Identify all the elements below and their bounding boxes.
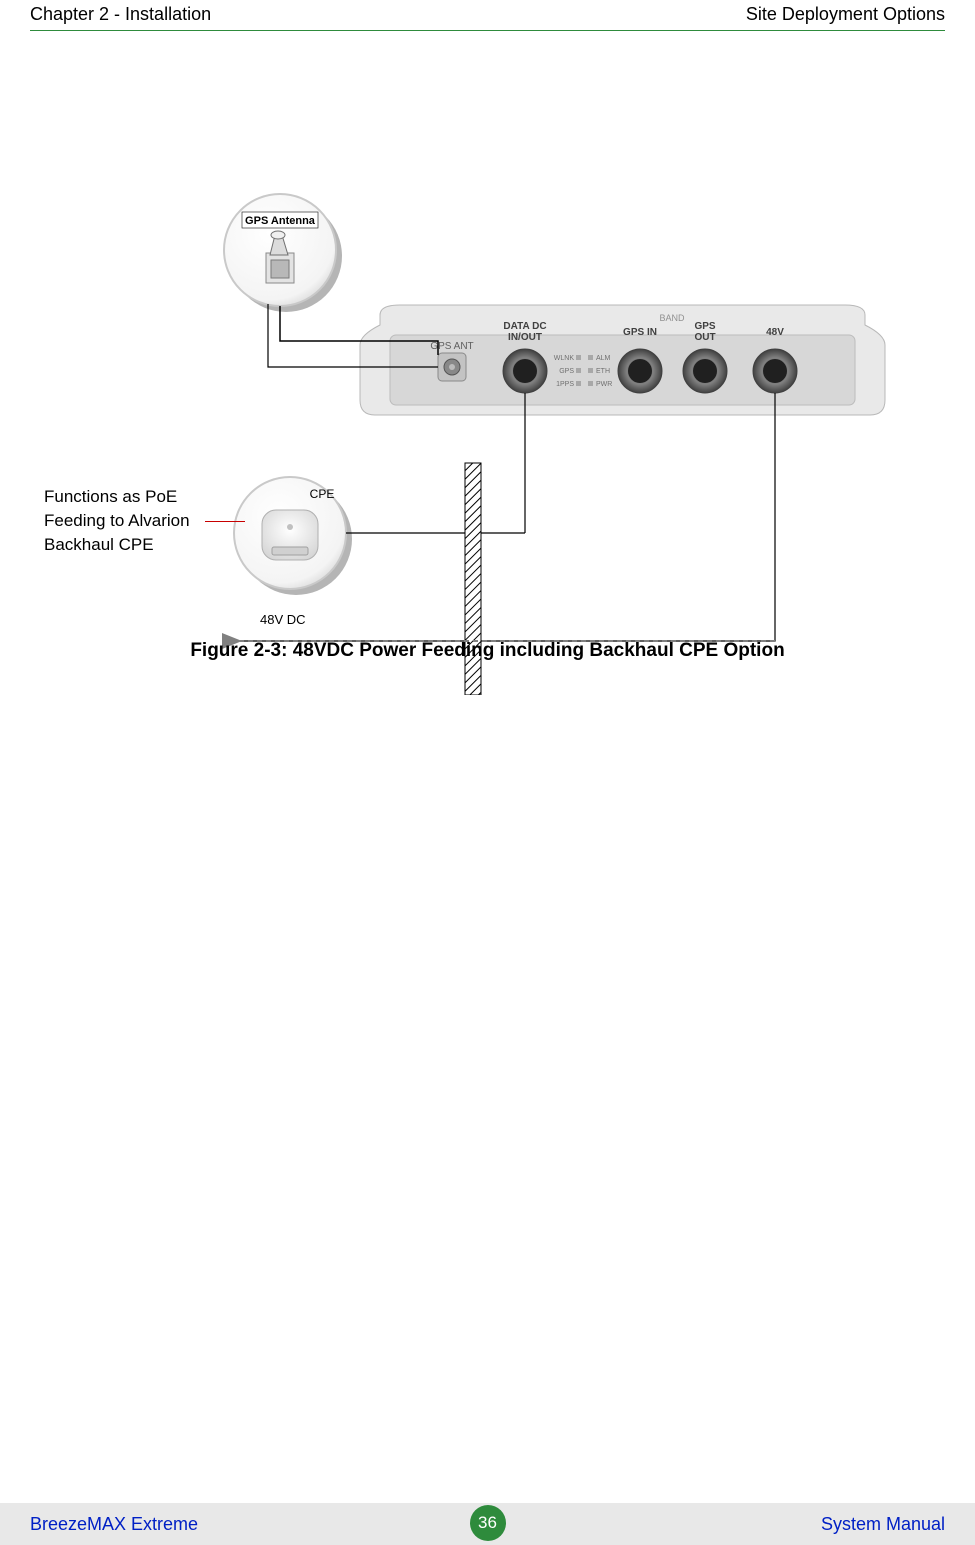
gps-antenna-label: GPS Antenna — [245, 215, 316, 227]
header-right: Site Deployment Options — [746, 4, 945, 25]
header-rule — [30, 30, 945, 31]
footer-right: System Manual — [821, 1514, 945, 1535]
led-wlnk: WLNK — [554, 355, 575, 362]
led-gps: GPS — [559, 368, 574, 375]
port-gps-in — [618, 349, 662, 393]
dc-label: 48V DC — [260, 612, 306, 627]
label-gps-in: GPS IN — [623, 327, 657, 338]
port-gps-ant — [438, 353, 466, 381]
label-band: BAND — [659, 313, 685, 323]
diagram-svg: GPS ANT DATA DC IN/OUT GPS IN BAND GPS O… — [0, 95, 975, 695]
port-gps-out — [683, 349, 727, 393]
cpe-label: CPE — [310, 487, 335, 501]
led-eth: ETH — [596, 368, 610, 375]
figure-area: GPS ANT DATA DC IN/OUT GPS IN BAND GPS O… — [0, 95, 975, 635]
label-gps-out-bot: OUT — [694, 332, 715, 343]
led-alm: ALM — [596, 355, 611, 362]
label-48v: 48V — [766, 327, 784, 338]
page-header: Chapter 2 - Installation Site Deployment… — [0, 0, 975, 25]
label-gps-out-top: GPS — [694, 321, 715, 332]
label-in-out: IN/OUT — [508, 332, 542, 343]
callout-line — [205, 521, 245, 522]
port-data-dc — [503, 349, 547, 393]
header-left: Chapter 2 - Installation — [30, 4, 211, 25]
led-1pps: 1PPS — [556, 381, 574, 388]
label-data-dc: DATA DC — [503, 321, 546, 332]
port-48v — [753, 349, 797, 393]
cpe-bubble: CPE — [234, 477, 352, 595]
led-pwr: PWR — [596, 381, 612, 388]
gps-antenna-bubble: GPS Antenna — [224, 194, 342, 312]
label-gps-ant: GPS ANT — [430, 341, 473, 352]
page-number: 36 — [470, 1505, 506, 1541]
figure-caption: Figure 2-3: 48VDC Power Feeding includin… — [0, 640, 975, 662]
footer-left: BreezeMAX Extreme — [30, 1514, 198, 1535]
callout-text: Functions as PoE Feeding to Alvarion Bac… — [44, 485, 219, 556]
